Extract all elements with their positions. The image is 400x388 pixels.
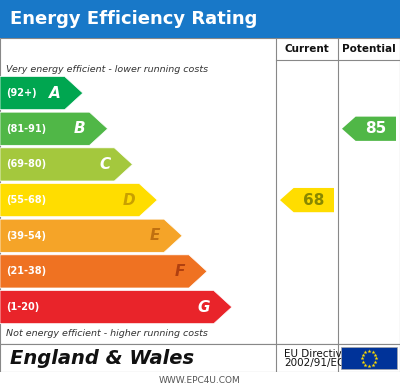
Polygon shape <box>0 291 232 324</box>
Bar <box>341 347 397 369</box>
Polygon shape <box>342 117 396 141</box>
Text: EU Directive: EU Directive <box>284 349 348 359</box>
Text: D: D <box>122 192 135 208</box>
Text: Current: Current <box>285 44 329 54</box>
Text: 68: 68 <box>303 192 324 208</box>
Text: (21-38): (21-38) <box>6 267 46 276</box>
Bar <box>0 0 400 38</box>
Polygon shape <box>0 148 132 181</box>
Text: 85: 85 <box>365 121 386 136</box>
Text: F: F <box>174 264 185 279</box>
Text: (55-68): (55-68) <box>6 195 46 205</box>
Text: Not energy efficient - higher running costs: Not energy efficient - higher running co… <box>6 329 208 338</box>
Text: Very energy efficient - lower running costs: Very energy efficient - lower running co… <box>6 65 208 74</box>
Polygon shape <box>0 219 182 252</box>
Text: C: C <box>99 157 110 172</box>
Polygon shape <box>0 255 207 288</box>
Polygon shape <box>0 76 83 110</box>
Text: Energy Efficiency Rating: Energy Efficiency Rating <box>10 10 257 28</box>
Polygon shape <box>280 188 334 212</box>
Text: England & Wales: England & Wales <box>10 349 194 368</box>
Polygon shape <box>0 184 157 217</box>
Bar <box>0 38 400 344</box>
Text: Potential: Potential <box>342 44 396 54</box>
Polygon shape <box>0 112 108 146</box>
Text: (69-80): (69-80) <box>6 159 46 170</box>
Text: B: B <box>74 121 86 136</box>
Text: (92+): (92+) <box>6 88 37 98</box>
Text: WWW.EPC4U.COM: WWW.EPC4U.COM <box>159 376 241 385</box>
Text: (1-20): (1-20) <box>6 302 39 312</box>
Bar <box>0 344 400 372</box>
Text: (39-54): (39-54) <box>6 231 46 241</box>
Text: E: E <box>150 228 160 243</box>
Text: 2002/91/EC: 2002/91/EC <box>284 359 344 369</box>
Text: (81-91): (81-91) <box>6 124 46 134</box>
Text: G: G <box>197 300 210 315</box>
Text: A: A <box>49 86 61 100</box>
